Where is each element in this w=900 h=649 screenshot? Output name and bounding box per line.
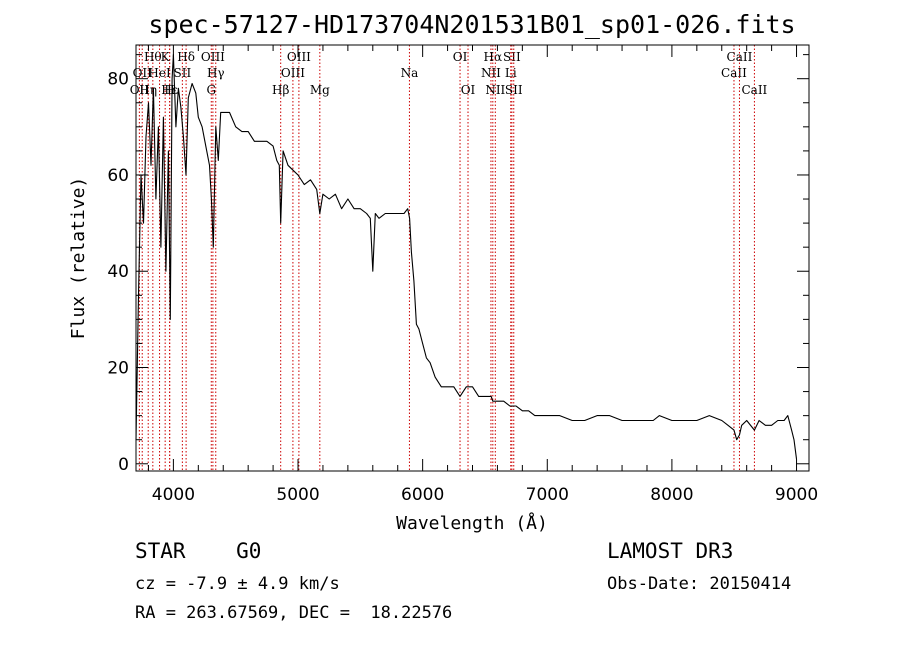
axes: 4000 5000 6000 7000 8000 9000 0 20 40 60 80 xyxy=(107,45,818,505)
line-marker-label: G xyxy=(206,83,216,97)
line-marker-label: NII xyxy=(481,66,501,80)
x-tick-label: 7000 xyxy=(526,485,569,505)
y-axis-label: Flux (relative) xyxy=(68,177,89,340)
line-marker-label: Na xyxy=(401,66,419,80)
observation-date: Obs-Date: 20150414 xyxy=(607,574,792,594)
y-tick-label: 60 xyxy=(107,166,129,186)
line-marker-label: SII xyxy=(503,50,521,64)
line-marker-label: Hη xyxy=(139,83,157,97)
line-marker-label: Mg xyxy=(310,83,330,97)
line-marker-label: CaII xyxy=(741,83,767,97)
line-marker-label: HeI xyxy=(148,66,171,80)
chart-title: spec-57127-HD173704N201531B01_sp01-026.f… xyxy=(148,10,795,39)
line-marker-label: OI xyxy=(461,83,476,97)
survey-name: LAMOST DR3 xyxy=(607,539,734,563)
line-markers: OIIOIIHηHθHeIKHHεSIIHδGOIIIHγHβOIIIOIIIM… xyxy=(130,45,768,471)
plot-frame xyxy=(135,44,810,472)
spectrum-line xyxy=(135,54,798,460)
line-marker-label: OIII xyxy=(201,50,225,64)
line-marker-label: OII xyxy=(130,83,150,97)
line-marker-label: SII xyxy=(505,83,523,97)
line-marker-label: Hγ xyxy=(207,66,225,80)
line-marker-label: OIII xyxy=(287,50,311,64)
y-tick-label: 40 xyxy=(107,262,129,282)
object-class: STAR G0 xyxy=(135,539,262,563)
line-marker-label: CaII xyxy=(721,66,747,80)
y-tick-label: 20 xyxy=(107,359,129,379)
line-marker-label: Hθ xyxy=(144,50,162,64)
redshift-readout: cz = -7.9 ± 4.9 km/s xyxy=(135,574,340,594)
y-tick-label: 80 xyxy=(107,70,129,90)
line-marker-label: SII xyxy=(174,66,192,80)
x-tick-label: 4000 xyxy=(152,485,195,505)
x-tick-label: 6000 xyxy=(401,485,444,505)
coordinates-readout: RA = 263.67569, DEC = 18.22576 xyxy=(135,603,453,623)
spectrum-series xyxy=(135,54,798,460)
line-marker-label: H xyxy=(164,83,174,97)
x-tick-label: 9000 xyxy=(775,485,818,505)
y-tick-label: 0 xyxy=(118,455,129,475)
line-marker-label: Hδ xyxy=(177,50,195,64)
line-marker-label: OII xyxy=(133,66,153,80)
line-marker-label: OI xyxy=(453,50,468,64)
line-marker-label: Hβ xyxy=(272,83,289,97)
x-tick-label: 5000 xyxy=(276,485,319,505)
x-tick-label: 8000 xyxy=(650,485,693,505)
line-marker-label: NII xyxy=(485,83,505,97)
line-marker-label: K xyxy=(161,50,171,64)
x-axis-label: Wavelength (Å) xyxy=(396,512,548,534)
line-marker-label: Li xyxy=(505,66,517,80)
line-marker-label: Hε xyxy=(161,83,178,97)
line-marker-label: OIII xyxy=(281,66,305,80)
line-marker-label: Hα xyxy=(484,50,503,64)
line-marker-label: CaII xyxy=(727,50,753,64)
